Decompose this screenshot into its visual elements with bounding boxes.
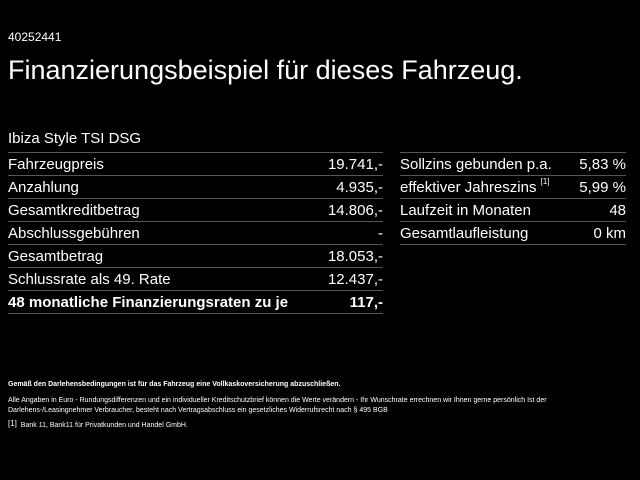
row-label-text: effektiver Jahreszins	[400, 178, 537, 196]
row-label: Fahrzeugpreis	[8, 152, 322, 176]
footnote-mark: [1]	[8, 419, 17, 428]
footnote-text: Bank 11, Bank11 für Privatkunden und Han…	[20, 422, 188, 429]
row-value: 48	[572, 198, 626, 222]
row-label: Sollzins gebunden p.a.	[400, 152, 573, 176]
row-value: 19.741,-	[321, 152, 383, 176]
insurance-notice: Gemäß den Darlehensbedingungen ist für d…	[8, 381, 341, 388]
row-value: 18.053,-	[321, 244, 383, 268]
table-row: Gesamtkreditbetrag 14.806,-	[8, 198, 383, 222]
table-row: effektiver Jahreszins [1] 5,99 %	[400, 175, 626, 199]
disclaimer-text: Alle Angaben in Euro - Rundungsdifferenz…	[8, 397, 547, 414]
table-row: Anzahlung 4.935,-	[8, 175, 383, 199]
row-label: Gesamtkreditbetrag	[8, 198, 322, 222]
table-row: Laufzeit in Monaten 48	[400, 198, 626, 222]
row-value: 14.806,-	[321, 198, 383, 222]
row-label-text: Laufzeit in Monaten	[400, 201, 531, 219]
table-row: Gesamtbetrag 18.053,-	[8, 244, 383, 268]
vehicle-id: 40252441	[8, 30, 62, 44]
row-label: Gesamtlaufleistung	[400, 221, 573, 245]
table-row: Abschlussgebühren -	[8, 221, 383, 245]
row-label: effektiver Jahreszins [1]	[400, 175, 573, 199]
row-label: Schlussrate als 49. Rate	[8, 267, 322, 291]
financing-table: Fahrzeugpreis 19.741,- Anzahlung 4.935,- G…	[8, 152, 383, 314]
row-value: 5,99 %	[572, 175, 626, 199]
row-label: Anzahlung	[8, 175, 322, 199]
row-label: Laufzeit in Monaten	[400, 198, 573, 222]
table-row: Sollzins gebunden p.a. 5,83 %	[400, 152, 626, 176]
row-value: 4.935,-	[321, 175, 383, 199]
row-label: Gesamtbetrag	[8, 244, 322, 268]
footnote-ref: [1]	[540, 176, 550, 186]
row-label-text: Sollzins gebunden p.a.	[400, 155, 552, 173]
table-row-monthly-rate: 48 monatliche Finanzierungsraten zu je 11…	[8, 290, 383, 314]
footnote: [1] Bank 11, Bank11 für Privatkunden und…	[8, 419, 628, 431]
rate-table: Sollzins gebunden p.a. 5,83 % effektiver …	[400, 152, 626, 245]
row-value: 0 km	[572, 221, 626, 245]
table-row: Schlussrate als 49. Rate 12.437,-	[8, 267, 383, 291]
page-title: Finanzierungsbeispiel für dieses Fahrzeu…	[8, 55, 523, 85]
row-label: 48 monatliche Finanzierungsraten zu je	[8, 290, 322, 314]
row-value: 5,83 %	[572, 152, 626, 176]
row-value: 117,-	[321, 290, 383, 314]
model-name: Ibiza Style TSI DSG	[8, 130, 142, 147]
table-row: Fahrzeugpreis 19.741,-	[8, 152, 383, 176]
row-value: -	[321, 221, 383, 245]
row-value: 12.437,-	[321, 267, 383, 291]
table-row: Gesamtlaufleistung 0 km	[400, 221, 626, 245]
row-label: Abschlussgebühren	[8, 221, 322, 245]
row-label-text: Gesamtlaufleistung	[400, 224, 529, 242]
